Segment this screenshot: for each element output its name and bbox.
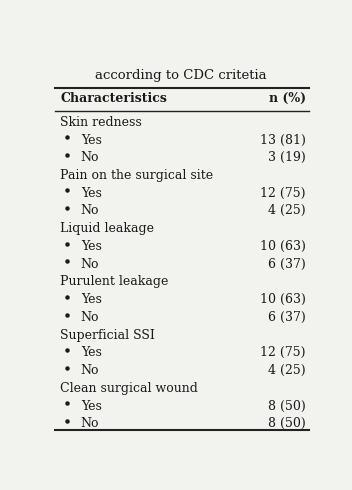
Text: 8 (50): 8 (50) [268, 417, 306, 430]
Text: No: No [81, 151, 99, 164]
Text: 4 (25): 4 (25) [268, 364, 306, 377]
Text: Characteristics: Characteristics [61, 92, 167, 105]
Text: Liquid leakage: Liquid leakage [61, 222, 155, 235]
Text: n (%): n (%) [269, 92, 306, 105]
Text: Pain on the surgical site: Pain on the surgical site [61, 169, 214, 182]
Text: No: No [81, 364, 99, 377]
Text: 12 (75): 12 (75) [260, 187, 306, 200]
Text: No: No [81, 258, 99, 270]
Text: Yes: Yes [81, 133, 102, 147]
Text: Purulent leakage: Purulent leakage [61, 275, 169, 289]
Text: according to CDC critetia: according to CDC critetia [95, 70, 266, 82]
Text: 3 (19): 3 (19) [268, 151, 306, 164]
Text: Yes: Yes [81, 399, 102, 413]
Text: 12 (75): 12 (75) [260, 346, 306, 359]
Text: 13 (81): 13 (81) [260, 133, 306, 147]
Text: 4 (25): 4 (25) [268, 204, 306, 218]
Text: 10 (63): 10 (63) [260, 240, 306, 253]
Text: 6 (37): 6 (37) [268, 311, 306, 324]
Text: Yes: Yes [81, 240, 102, 253]
Text: 10 (63): 10 (63) [260, 293, 306, 306]
Text: No: No [81, 204, 99, 218]
Text: Superficial SSI: Superficial SSI [61, 329, 155, 342]
Text: Skin redness: Skin redness [61, 116, 142, 129]
Text: Yes: Yes [81, 187, 102, 200]
Text: No: No [81, 417, 99, 430]
Text: Clean surgical wound: Clean surgical wound [61, 382, 198, 395]
Text: 6 (37): 6 (37) [268, 258, 306, 270]
Text: Yes: Yes [81, 346, 102, 359]
Text: Yes: Yes [81, 293, 102, 306]
Text: 8 (50): 8 (50) [268, 399, 306, 413]
Text: No: No [81, 311, 99, 324]
